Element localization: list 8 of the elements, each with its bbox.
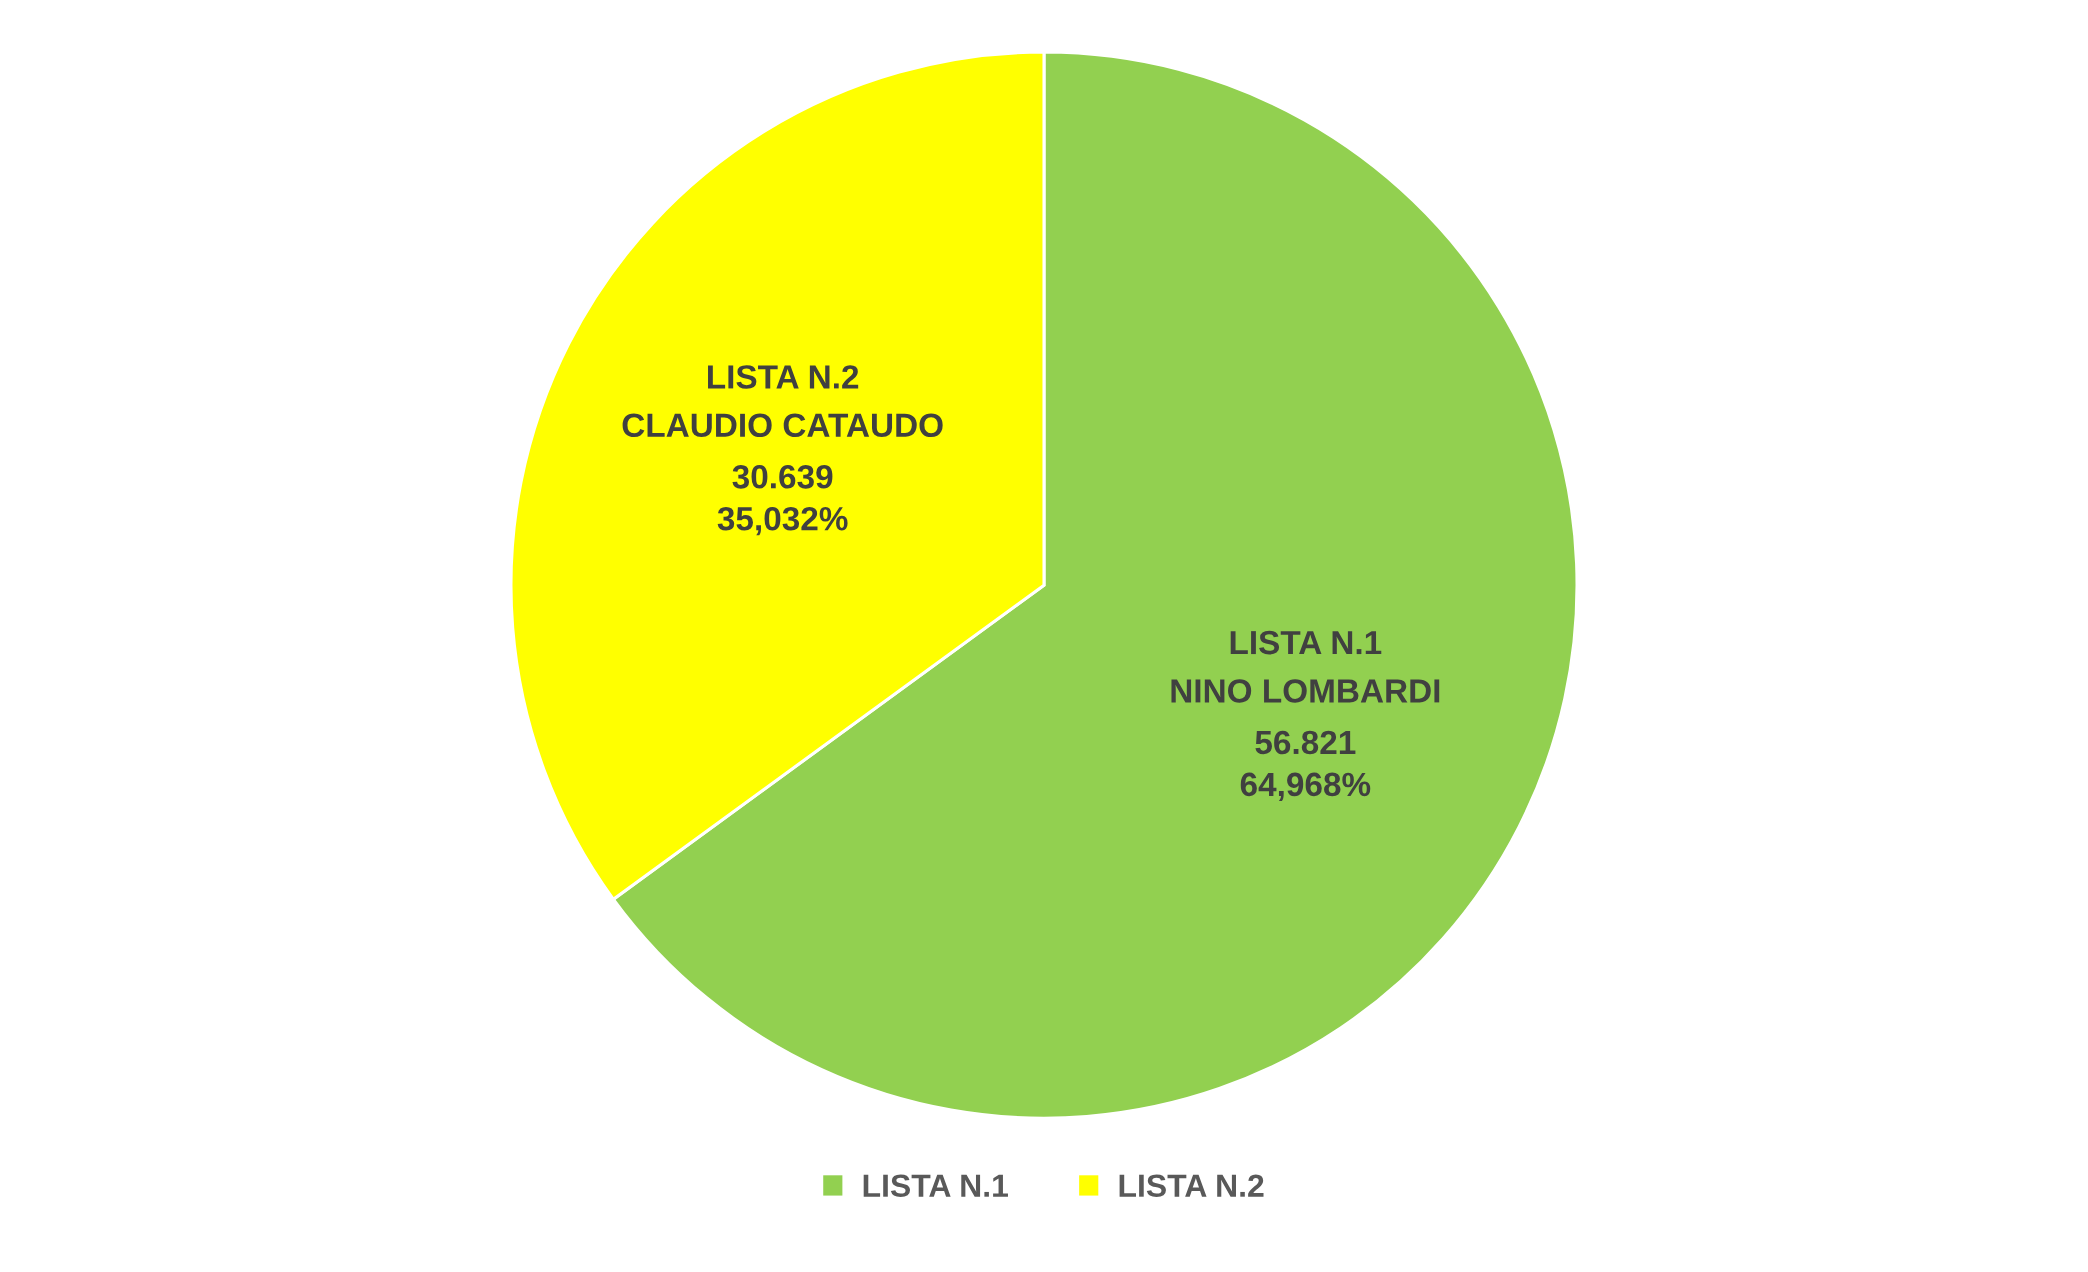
legend-label: LISTA N.1 <box>863 1174 1008 1198</box>
slice-label: LISTA N.2 <box>708 365 859 389</box>
slice-label: LISTA N.1 <box>1230 630 1382 655</box>
text: NINO LOMBARDI <box>1171 679 1440 703</box>
data-label: 56.821 64,968% <box>1240 730 1371 802</box>
text: CLAUDIO CATAUDO <box>622 413 943 438</box>
data-label: 30.639 35,032% <box>717 464 848 536</box>
legend-label: LISTA N.2 <box>1119 1174 1264 1198</box>
